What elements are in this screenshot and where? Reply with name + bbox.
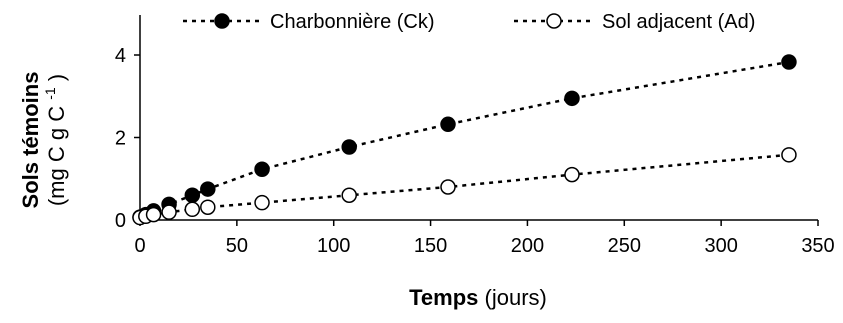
data-point-sol-adjacent (564, 166, 580, 183)
y-tick-label: 0 (115, 210, 126, 232)
legend-label-sol-adjacent: Sol adjacent (Ad) (602, 11, 755, 33)
data-point-charbonniere (440, 116, 456, 133)
x-tick-label: 250 (608, 235, 641, 257)
data-point-sol-adjacent (145, 206, 162, 223)
y-axis-title: Sols témoins (mg C g C -1 ) (18, 72, 69, 209)
data-point-sol-adjacent (161, 204, 177, 220)
y-axis-title-unit-text: (mg C g C (44, 106, 69, 206)
data-point-sol-adjacent (200, 199, 216, 215)
data-point-sol-adjacent (440, 179, 456, 195)
y-tick-label: 4 (115, 45, 126, 67)
data-point-charbonniere (200, 181, 216, 197)
x-tick-label: 0 (134, 235, 145, 257)
x-axis-title-bold: Temps (409, 285, 478, 310)
x-tick-label: 350 (801, 235, 834, 257)
x-tick-label: 100 (317, 235, 350, 257)
x-axis-title: Temps (jours) (409, 285, 547, 310)
data-point-sol-adjacent (781, 147, 797, 163)
y-axis-title-main: Sols témoins (18, 72, 43, 209)
x-tick-label: 200 (511, 235, 544, 257)
series-line-sol-adjacent (139, 153, 790, 219)
y-axis-title-unit-sup: -1 (42, 87, 58, 100)
data-point-charbonniere (254, 161, 270, 178)
data-point-sol-adjacent (254, 194, 270, 211)
data-point-charbonniere (564, 90, 580, 107)
ticks: 0 50 100 150 200 250 300 350 0 2 4 (115, 45, 835, 257)
legend-label-charbonniere: Charbonnière (Ck) (270, 11, 435, 33)
series-charbonniere (132, 54, 797, 225)
series-sol-adjacent (132, 147, 797, 226)
axes (139, 15, 818, 221)
y-tick-label: 2 (115, 128, 126, 150)
y-axis-title-unit-close: ) (44, 74, 69, 81)
data-point-charbonniere (341, 139, 357, 155)
x-tick-label: 50 (226, 235, 248, 257)
data-point-sol-adjacent (341, 187, 357, 203)
x-tick-label: 300 (704, 235, 737, 257)
data-point-charbonniere (781, 54, 797, 70)
series-line-charbonniere (139, 60, 790, 219)
series (132, 54, 797, 226)
data-point-charbonniere (184, 187, 201, 203)
legend-marker-sol-adjacent (546, 13, 562, 29)
x-tick-label: 150 (414, 235, 447, 257)
legend: Charbonnière (Ck) Sol adjacent (Ad) (183, 11, 755, 33)
legend-marker-charbonniere (214, 13, 230, 29)
y-axis-title-unit: (mg C g C -1 ) (35, 74, 69, 206)
x-axis-title-unit: (jours) (485, 285, 547, 310)
data-point-sol-adjacent (184, 201, 201, 218)
